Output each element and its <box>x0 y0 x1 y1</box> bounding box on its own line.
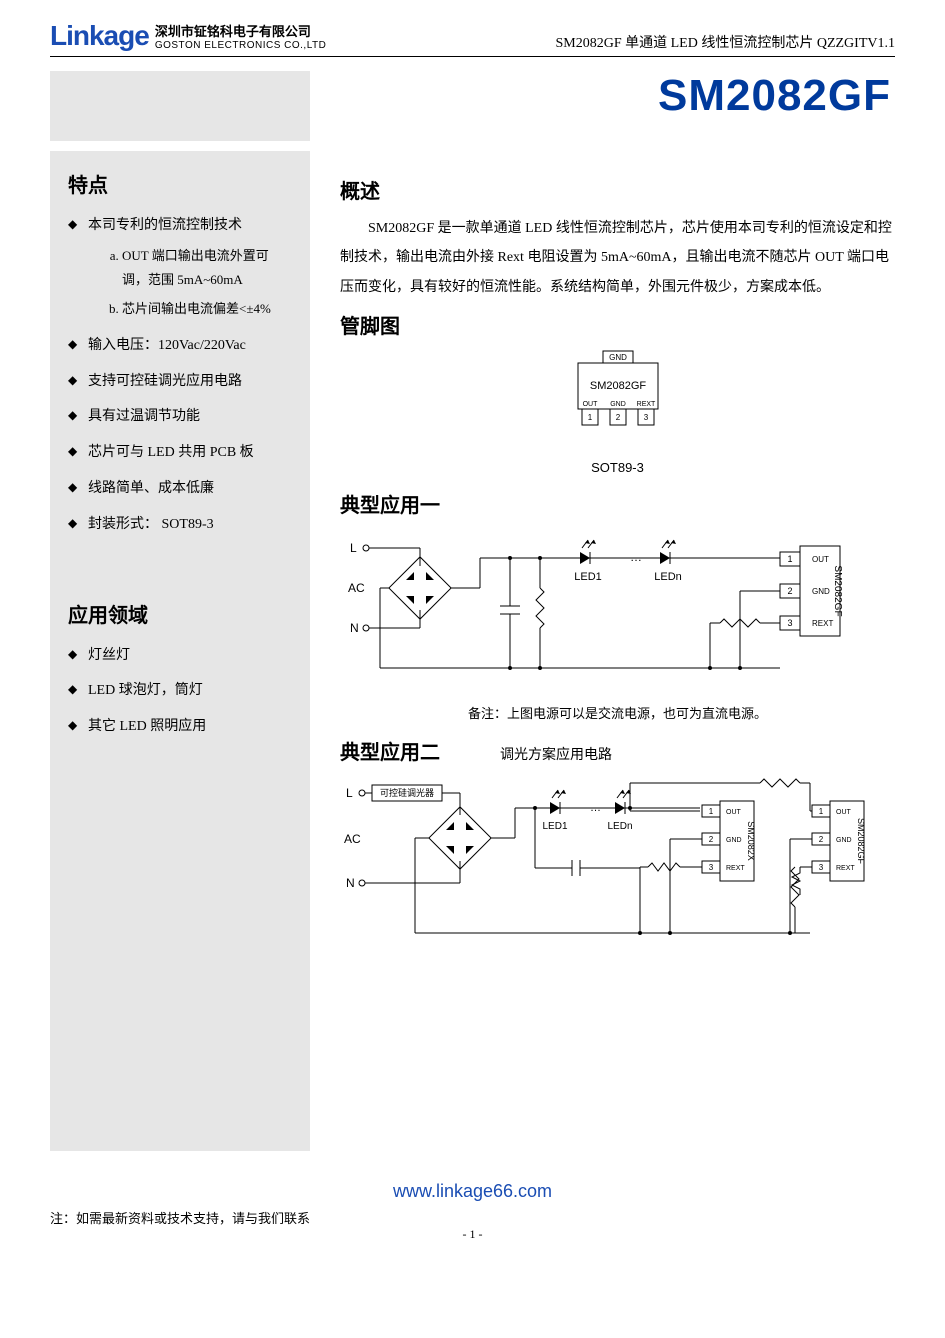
overview-text: SM2082GF 是一款单通道 LED 线性恒流控制芯片，芯片使用本司专利的恒流… <box>340 214 895 302</box>
svg-text:3: 3 <box>819 863 824 872</box>
svg-text:可控硅调光器: 可控硅调光器 <box>380 787 434 798</box>
company-cn: 深圳市钲铭科电子有限公司 <box>155 21 327 40</box>
svg-text:3: 3 <box>643 413 648 422</box>
svg-text:SM2082GF: SM2082GF <box>832 566 843 617</box>
svg-text:1: 1 <box>709 807 714 816</box>
content-columns: 特点 本司专利的恒流控制技术 OUT 端口输出电流外置可调，范围 5mA~60m… <box>50 151 895 1151</box>
svg-text:AC: AC <box>344 832 361 846</box>
feature-item: 芯片可与 LED 共用 PCB 板 <box>68 441 292 465</box>
svg-text:OUT: OUT <box>836 809 852 816</box>
app1-circuit: L N AC <box>340 528 895 693</box>
svg-text:L: L <box>346 786 353 800</box>
features-heading: 特点 <box>68 169 292 198</box>
applications-heading: 应用领域 <box>68 599 292 628</box>
svg-text:OUT: OUT <box>726 809 742 816</box>
pinout-diagram: GND SM2082GF 1 2 3 OUT GND REXT SOT89-3 <box>340 349 895 475</box>
title-bar: SM2082GF <box>50 71 895 141</box>
application-item: 其它 LED 照明应用 <box>68 715 292 739</box>
application-item: 灯丝灯 <box>68 644 292 668</box>
svg-text:REXT: REXT <box>812 619 833 628</box>
svg-text:N: N <box>350 621 359 635</box>
footer-link: www.linkage66.com <box>50 1181 895 1202</box>
feature-item: 具有过温调节功能 <box>68 405 292 429</box>
app1-heading: 典型应用一 <box>340 489 895 518</box>
applications-list: 灯丝灯 LED 球泡灯，筒灯 其它 LED 照明应用 <box>68 644 292 739</box>
product-title: SM2082GF <box>310 71 895 141</box>
app2-circuit: L N AC 可控硅调光器 <box>340 773 895 968</box>
svg-text:LED1: LED1 <box>542 821 567 832</box>
svg-text:3: 3 <box>787 618 792 628</box>
logo-text: Linkage <box>50 20 149 52</box>
feature-item: 支持可控硅调光应用电路 <box>68 370 292 394</box>
footer-row: 注：如需最新资料或技术支持，请与我们联系 <box>50 1208 895 1227</box>
svg-text:2: 2 <box>787 586 792 596</box>
svg-text:LEDn: LEDn <box>654 571 682 583</box>
svg-text:OUT: OUT <box>812 555 829 564</box>
svg-text:2: 2 <box>709 835 714 844</box>
feature-sub-item: OUT 端口输出电流外置可调，范围 5mA~60mA <box>122 244 292 293</box>
svg-text:GND: GND <box>836 837 852 844</box>
features-list: 本司专利的恒流控制技术 OUT 端口输出电流外置可调，范围 5mA~60mA 芯… <box>68 214 292 537</box>
svg-text:LED1: LED1 <box>574 571 602 583</box>
svg-text:1: 1 <box>787 554 792 564</box>
app2-heading-row: 典型应用二 调光方案应用电路 <box>340 736 895 765</box>
svg-text:1: 1 <box>587 413 592 422</box>
svg-text:SM2082X: SM2082X <box>746 821 756 861</box>
app1-note: 备注：上图电源可以是交流电源，也可为直流电源。 <box>340 703 895 722</box>
header-subtitle: SM2082GF 单通道 LED 线性恒流控制芯片 QZZGITV1.1 <box>556 32 896 52</box>
feature-item: 本司专利的恒流控制技术 OUT 端口输出电流外置可调，范围 5mA~60mA 芯… <box>68 214 292 322</box>
svg-text:…: … <box>590 802 601 814</box>
pinout-heading: 管脚图 <box>340 310 895 339</box>
feature-item: 线路简单、成本低廉 <box>68 477 292 501</box>
title-gray-block <box>50 71 310 141</box>
svg-text:LEDn: LEDn <box>607 821 632 832</box>
page-header: Linkage 深圳市钲铭科电子有限公司 GOSTON ELECTRONICS … <box>50 20 895 57</box>
left-column: 特点 本司专利的恒流控制技术 OUT 端口输出电流外置可调，范围 5mA~60m… <box>50 151 310 1151</box>
pinout-package: SOT89-3 <box>340 460 895 475</box>
feature-sublist: OUT 端口输出电流外置可调，范围 5mA~60mA 芯片间输出电流偏差<±4% <box>88 244 292 322</box>
svg-text:2: 2 <box>819 835 824 844</box>
svg-text:REXT: REXT <box>726 865 745 872</box>
company-en: GOSTON ELECTRONICS CO.,LTD <box>155 40 327 51</box>
svg-text:GND: GND <box>610 401 626 408</box>
pin-top-label: GND <box>609 353 627 362</box>
svg-text:REXT: REXT <box>836 865 855 872</box>
svg-text:SM2082GF: SM2082GF <box>856 818 866 865</box>
app2-subtitle: 调光方案应用电路 <box>500 744 612 764</box>
pin-chip-label: SM2082GF <box>589 380 646 392</box>
svg-text:3: 3 <box>709 863 714 872</box>
app2-heading: 典型应用二 <box>340 736 440 765</box>
svg-text:AC: AC <box>348 581 365 595</box>
feature-item: 输入电压：120Vac/220Vac <box>68 334 292 358</box>
feature-text: 本司专利的恒流控制技术 <box>88 218 242 233</box>
svg-text:L: L <box>350 541 357 555</box>
svg-text:N: N <box>346 876 355 890</box>
company-block: 深圳市钲铭科电子有限公司 GOSTON ELECTRONICS CO.,LTD <box>155 21 327 51</box>
application-item: LED 球泡灯，筒灯 <box>68 679 292 703</box>
svg-text:…: … <box>630 550 642 564</box>
logo-block: Linkage 深圳市钲铭科电子有限公司 GOSTON ELECTRONICS … <box>50 20 326 52</box>
svg-text:OUT: OUT <box>582 401 598 408</box>
svg-text:GND: GND <box>812 587 830 596</box>
right-column: 概述 SM2082GF 是一款单通道 LED 线性恒流控制芯片，芯片使用本司专利… <box>340 151 895 1151</box>
svg-text:1: 1 <box>819 807 824 816</box>
overview-heading: 概述 <box>340 175 895 204</box>
feature-item: 封装形式： SOT89-3 <box>68 513 292 537</box>
svg-text:REXT: REXT <box>636 401 655 408</box>
svg-text:GND: GND <box>726 837 742 844</box>
footer-note: 注：如需最新资料或技术支持，请与我们联系 <box>50 1208 310 1227</box>
page-number: - 1 - <box>50 1227 895 1242</box>
feature-sub-item: 芯片间输出电流偏差<±4% <box>122 297 292 322</box>
svg-text:2: 2 <box>615 413 620 422</box>
